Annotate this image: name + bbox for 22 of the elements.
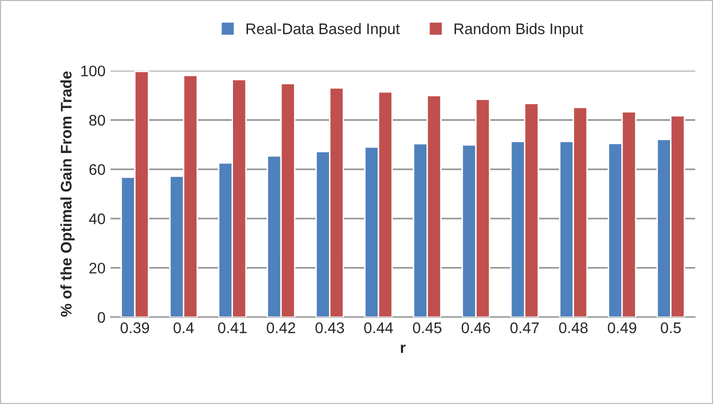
x-tick-label: 0.49 [608, 322, 636, 334]
x-tick-label: 0.4 [174, 322, 194, 334]
x-tick-label: 0.39 [120, 322, 150, 334]
legend-label: Real-Data Based Input [246, 22, 400, 38]
x-tick-label: 0.44 [364, 322, 393, 334]
x-tick-label: 0.48 [559, 322, 588, 334]
x-tick-label: 0.43 [315, 322, 344, 334]
x-tick-label: 0.45 [412, 322, 442, 334]
x-tick-label: 0.47 [510, 322, 539, 334]
y-tick-label: 60 [89, 164, 106, 175]
y-tick-label: 100 [81, 66, 106, 76]
y-tick-label: 40 [89, 213, 106, 224]
legend-label: Random Bids Input [454, 22, 584, 38]
y-tick-label: 20 [89, 262, 106, 274]
y-tick-label: 80 [89, 114, 106, 126]
x-tick-label: 0.5 [660, 322, 681, 334]
y-tick-label: 0 [98, 312, 106, 323]
x-tick-label: 0.46 [462, 322, 490, 334]
x-tick-label: 0.41 [218, 322, 246, 334]
y-axis-title: % of the Optimal Gain From Trade [60, 71, 75, 317]
x-tick-label: 0.42 [266, 322, 296, 334]
x-axis-title: r [400, 344, 406, 353]
